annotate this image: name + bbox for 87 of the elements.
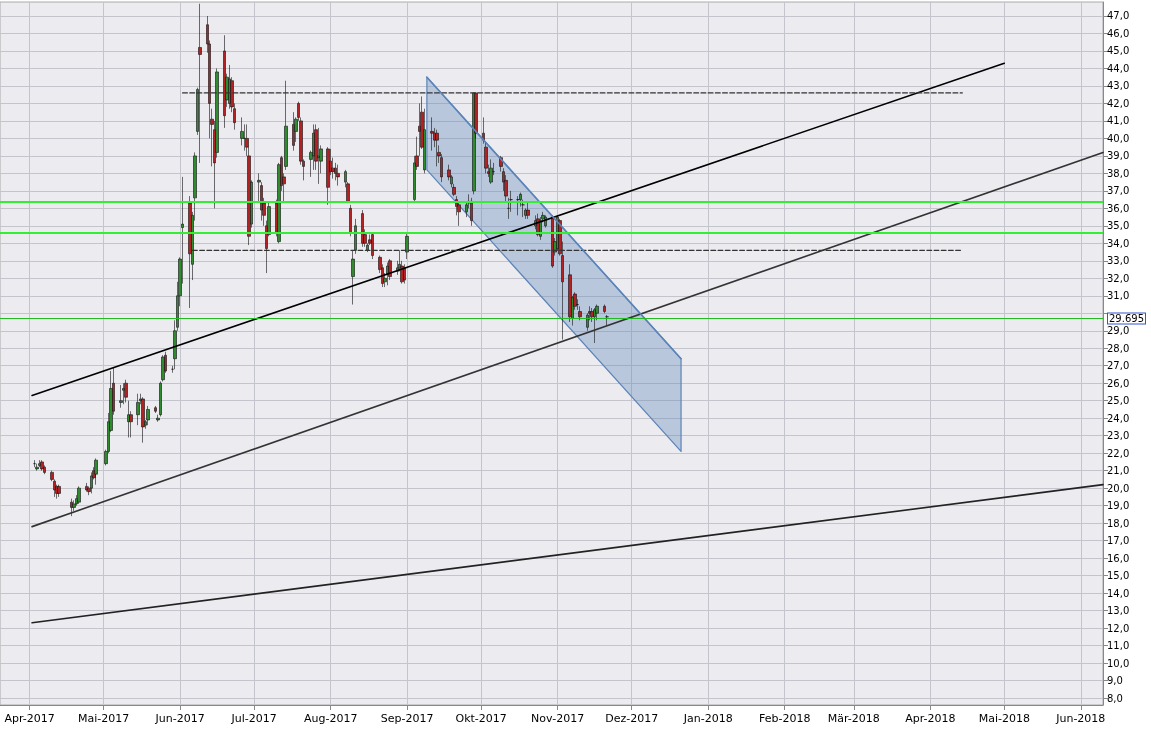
x-tick-label: Sep-2017 — [380, 712, 434, 725]
y-tick-label: 28,0 — [1107, 342, 1130, 354]
candlestick — [223, 34, 226, 129]
y-tick-label: 21,0 — [1107, 465, 1130, 477]
candlestick — [361, 209, 364, 248]
x-tick-label: Feb-2018 — [758, 712, 811, 725]
x-tick-label: Okt-2017 — [455, 712, 507, 725]
y-tick-label: 10,0 — [1107, 657, 1130, 669]
candlestick — [371, 232, 374, 260]
y-tick-label: 25,0 — [1107, 395, 1130, 407]
candlestick — [336, 164, 340, 186]
y-tick-label: 16,0 — [1107, 552, 1130, 564]
y-tick-label: 47,0 — [1107, 10, 1130, 22]
y-tick-label: 34,0 — [1107, 237, 1130, 249]
candlestick — [526, 202, 530, 220]
y-tick-label: 12,0 — [1107, 622, 1130, 634]
y-tick-label: 38,0 — [1107, 167, 1130, 179]
x-tick-label: Jun-2017 — [154, 712, 205, 725]
x-tick-label: Apr-2017 — [4, 712, 55, 725]
candlestick — [198, 3, 202, 164]
candlestick — [354, 218, 357, 255]
x-tick-label: Nov-2017 — [531, 712, 585, 725]
candlestick — [351, 250, 355, 305]
candlestick — [38, 459, 41, 468]
x-tick-label: Jul-2017 — [230, 712, 277, 725]
x-tick-label: Jun-2018 — [1055, 712, 1106, 725]
candlestick — [605, 314, 609, 326]
candlestick — [326, 146, 330, 206]
x-tick-label: Apr-2018 — [905, 712, 956, 725]
x-tick-label: Aug-2017 — [303, 712, 358, 725]
y-tick-label: 39,0 — [1107, 150, 1130, 162]
candlestick — [188, 195, 192, 309]
y-tick-label: 18,0 — [1107, 517, 1130, 529]
y-tick-label: 44,0 — [1107, 62, 1130, 74]
y-tick-label: 13,0 — [1107, 605, 1130, 617]
candlestick — [159, 381, 162, 417]
candlestick — [405, 232, 409, 260]
candlestick — [317, 127, 320, 185]
candlestick — [33, 459, 36, 468]
x-tick-label: Mai-2018 — [978, 712, 1030, 725]
y-tick-label: 36,0 — [1107, 202, 1130, 214]
candlestick — [470, 197, 473, 227]
candlestick — [403, 264, 406, 284]
y-tick-label: 46,0 — [1107, 27, 1130, 39]
y-tick-label: 9,0 — [1107, 675, 1123, 687]
candlestick — [516, 195, 520, 216]
candlestick — [349, 204, 352, 237]
y-tick-label: 45,0 — [1107, 45, 1130, 57]
candlestick — [127, 400, 130, 438]
candlestick — [85, 482, 88, 492]
y-tick-label: 42,0 — [1107, 97, 1130, 109]
y-tick-label: 20,0 — [1107, 482, 1130, 494]
candlestick — [388, 258, 392, 281]
candlestick — [156, 414, 160, 422]
y-tick-label: 35,0 — [1107, 220, 1130, 232]
candlestick — [122, 382, 125, 405]
y-tick-label: 27,0 — [1107, 360, 1130, 372]
candlestick — [292, 111, 295, 151]
y-tick-label: 43,0 — [1107, 80, 1130, 92]
candlestick — [603, 304, 606, 314]
y-tick-label: 11,0 — [1107, 640, 1130, 652]
candlestick — [228, 64, 231, 109]
y-tick-label: 41,0 — [1107, 115, 1130, 127]
x-tick-label: Mär-2018 — [827, 712, 880, 725]
y-tick-label: 15,0 — [1107, 570, 1130, 582]
candlestick — [593, 307, 596, 344]
y-tick-label: 29,0 — [1107, 325, 1130, 337]
candlestick — [154, 405, 157, 414]
y-tick-label: 33,0 — [1107, 255, 1130, 267]
y-tick-label: 23,0 — [1107, 430, 1130, 442]
y-tick-label: 14,0 — [1107, 587, 1130, 599]
y-tick-label: 22,0 — [1107, 447, 1130, 459]
y-tick-label: 17,0 — [1107, 535, 1130, 547]
y-tick-label: 8,0 — [1107, 692, 1123, 704]
y-tick-label: 37,0 — [1107, 185, 1130, 197]
y-tick-label: 40,0 — [1107, 132, 1130, 144]
y-tick-label: 24,0 — [1107, 412, 1130, 424]
y-tick-label: 32,0 — [1107, 272, 1130, 284]
candlestick — [70, 498, 73, 517]
x-tick-label: Jan-2018 — [682, 712, 733, 725]
y-tick-label: 19,0 — [1107, 500, 1130, 512]
candlestick — [161, 354, 165, 382]
x-tick-label: Dez-2017 — [605, 712, 659, 725]
y-tick-label: 31,0 — [1107, 290, 1130, 302]
ref-line-label: 29.695 — [1109, 313, 1144, 325]
y-tick-label: 26,0 — [1107, 377, 1130, 389]
x-tick-label: Mai-2017 — [78, 712, 130, 725]
